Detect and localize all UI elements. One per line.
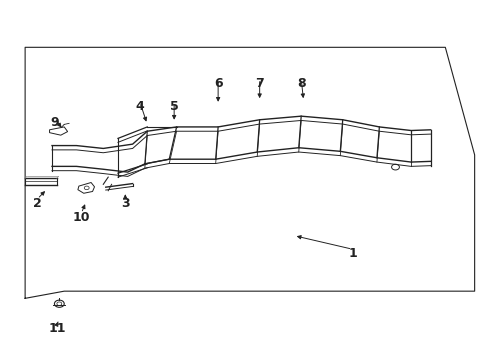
Text: 3: 3 [121,197,129,210]
Text: 11: 11 [48,322,66,335]
Text: 8: 8 [297,77,305,90]
Text: 6: 6 [214,77,222,90]
Text: 4: 4 [136,100,145,113]
Text: 10: 10 [73,211,90,224]
Text: 5: 5 [170,100,178,113]
Text: 7: 7 [255,77,264,90]
Text: 9: 9 [50,116,59,129]
Text: 1: 1 [348,247,357,260]
Text: 2: 2 [33,197,42,210]
